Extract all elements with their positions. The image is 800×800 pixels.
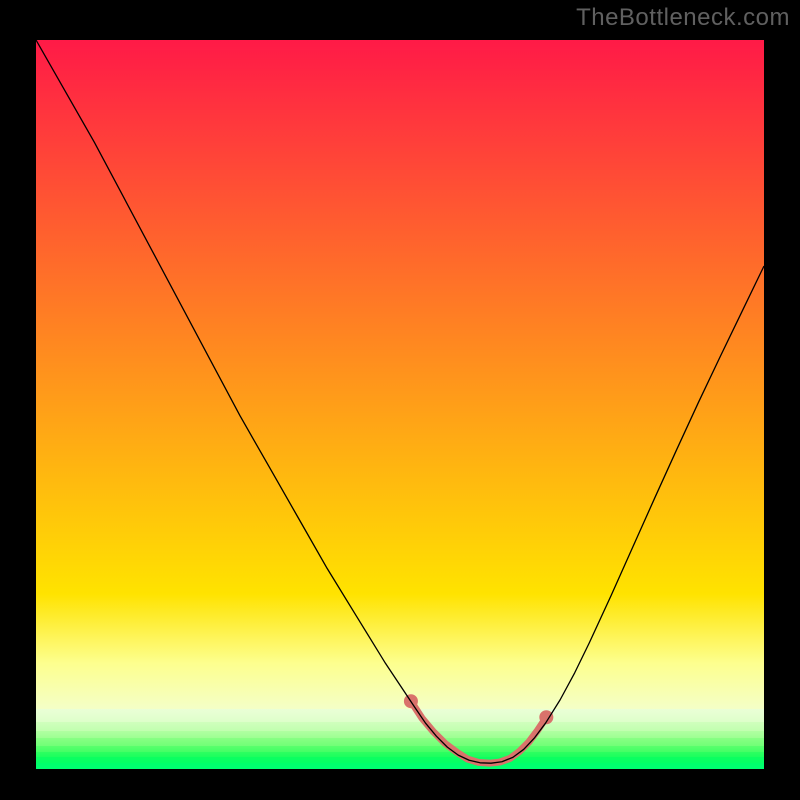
watermark-text: TheBottleneck.com xyxy=(576,4,790,32)
highlight-segment xyxy=(411,701,546,763)
chart-svg xyxy=(36,40,764,769)
chart-canvas: TheBottleneck.com xyxy=(0,0,800,800)
bottleneck-curve xyxy=(36,40,764,763)
plot-border-bottom xyxy=(34,769,766,771)
plot-area xyxy=(36,40,764,769)
plot-border-right xyxy=(764,38,766,771)
